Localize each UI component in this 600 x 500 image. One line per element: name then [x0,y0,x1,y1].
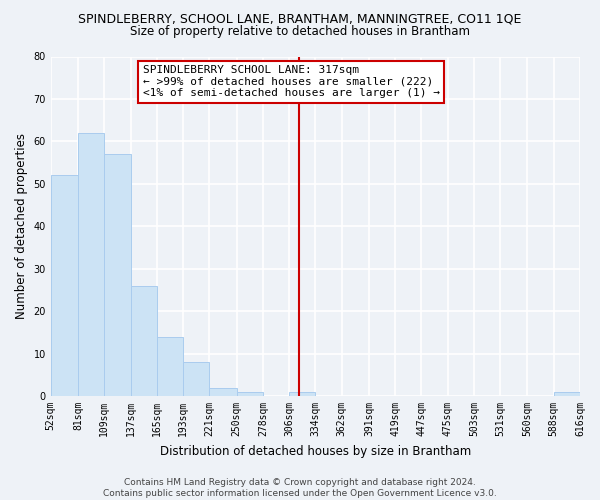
Bar [289,392,316,396]
Text: Contains HM Land Registry data © Crown copyright and database right 2024.
Contai: Contains HM Land Registry data © Crown c… [103,478,497,498]
Bar [554,392,580,396]
Bar [78,133,104,396]
Bar [157,336,183,396]
Text: SPINDLEBERRY, SCHOOL LANE, BRANTHAM, MANNINGTREE, CO11 1QE: SPINDLEBERRY, SCHOOL LANE, BRANTHAM, MAN… [79,12,521,26]
X-axis label: Distribution of detached houses by size in Brantham: Distribution of detached houses by size … [160,444,471,458]
Bar [104,154,131,396]
Bar [131,286,157,396]
Bar [209,388,236,396]
Bar [236,392,263,396]
Bar [183,362,209,396]
Bar [51,176,78,396]
Text: Size of property relative to detached houses in Brantham: Size of property relative to detached ho… [130,25,470,38]
Text: SPINDLEBERRY SCHOOL LANE: 317sqm
← >99% of detached houses are smaller (222)
<1%: SPINDLEBERRY SCHOOL LANE: 317sqm ← >99% … [143,65,440,98]
Y-axis label: Number of detached properties: Number of detached properties [15,134,28,320]
